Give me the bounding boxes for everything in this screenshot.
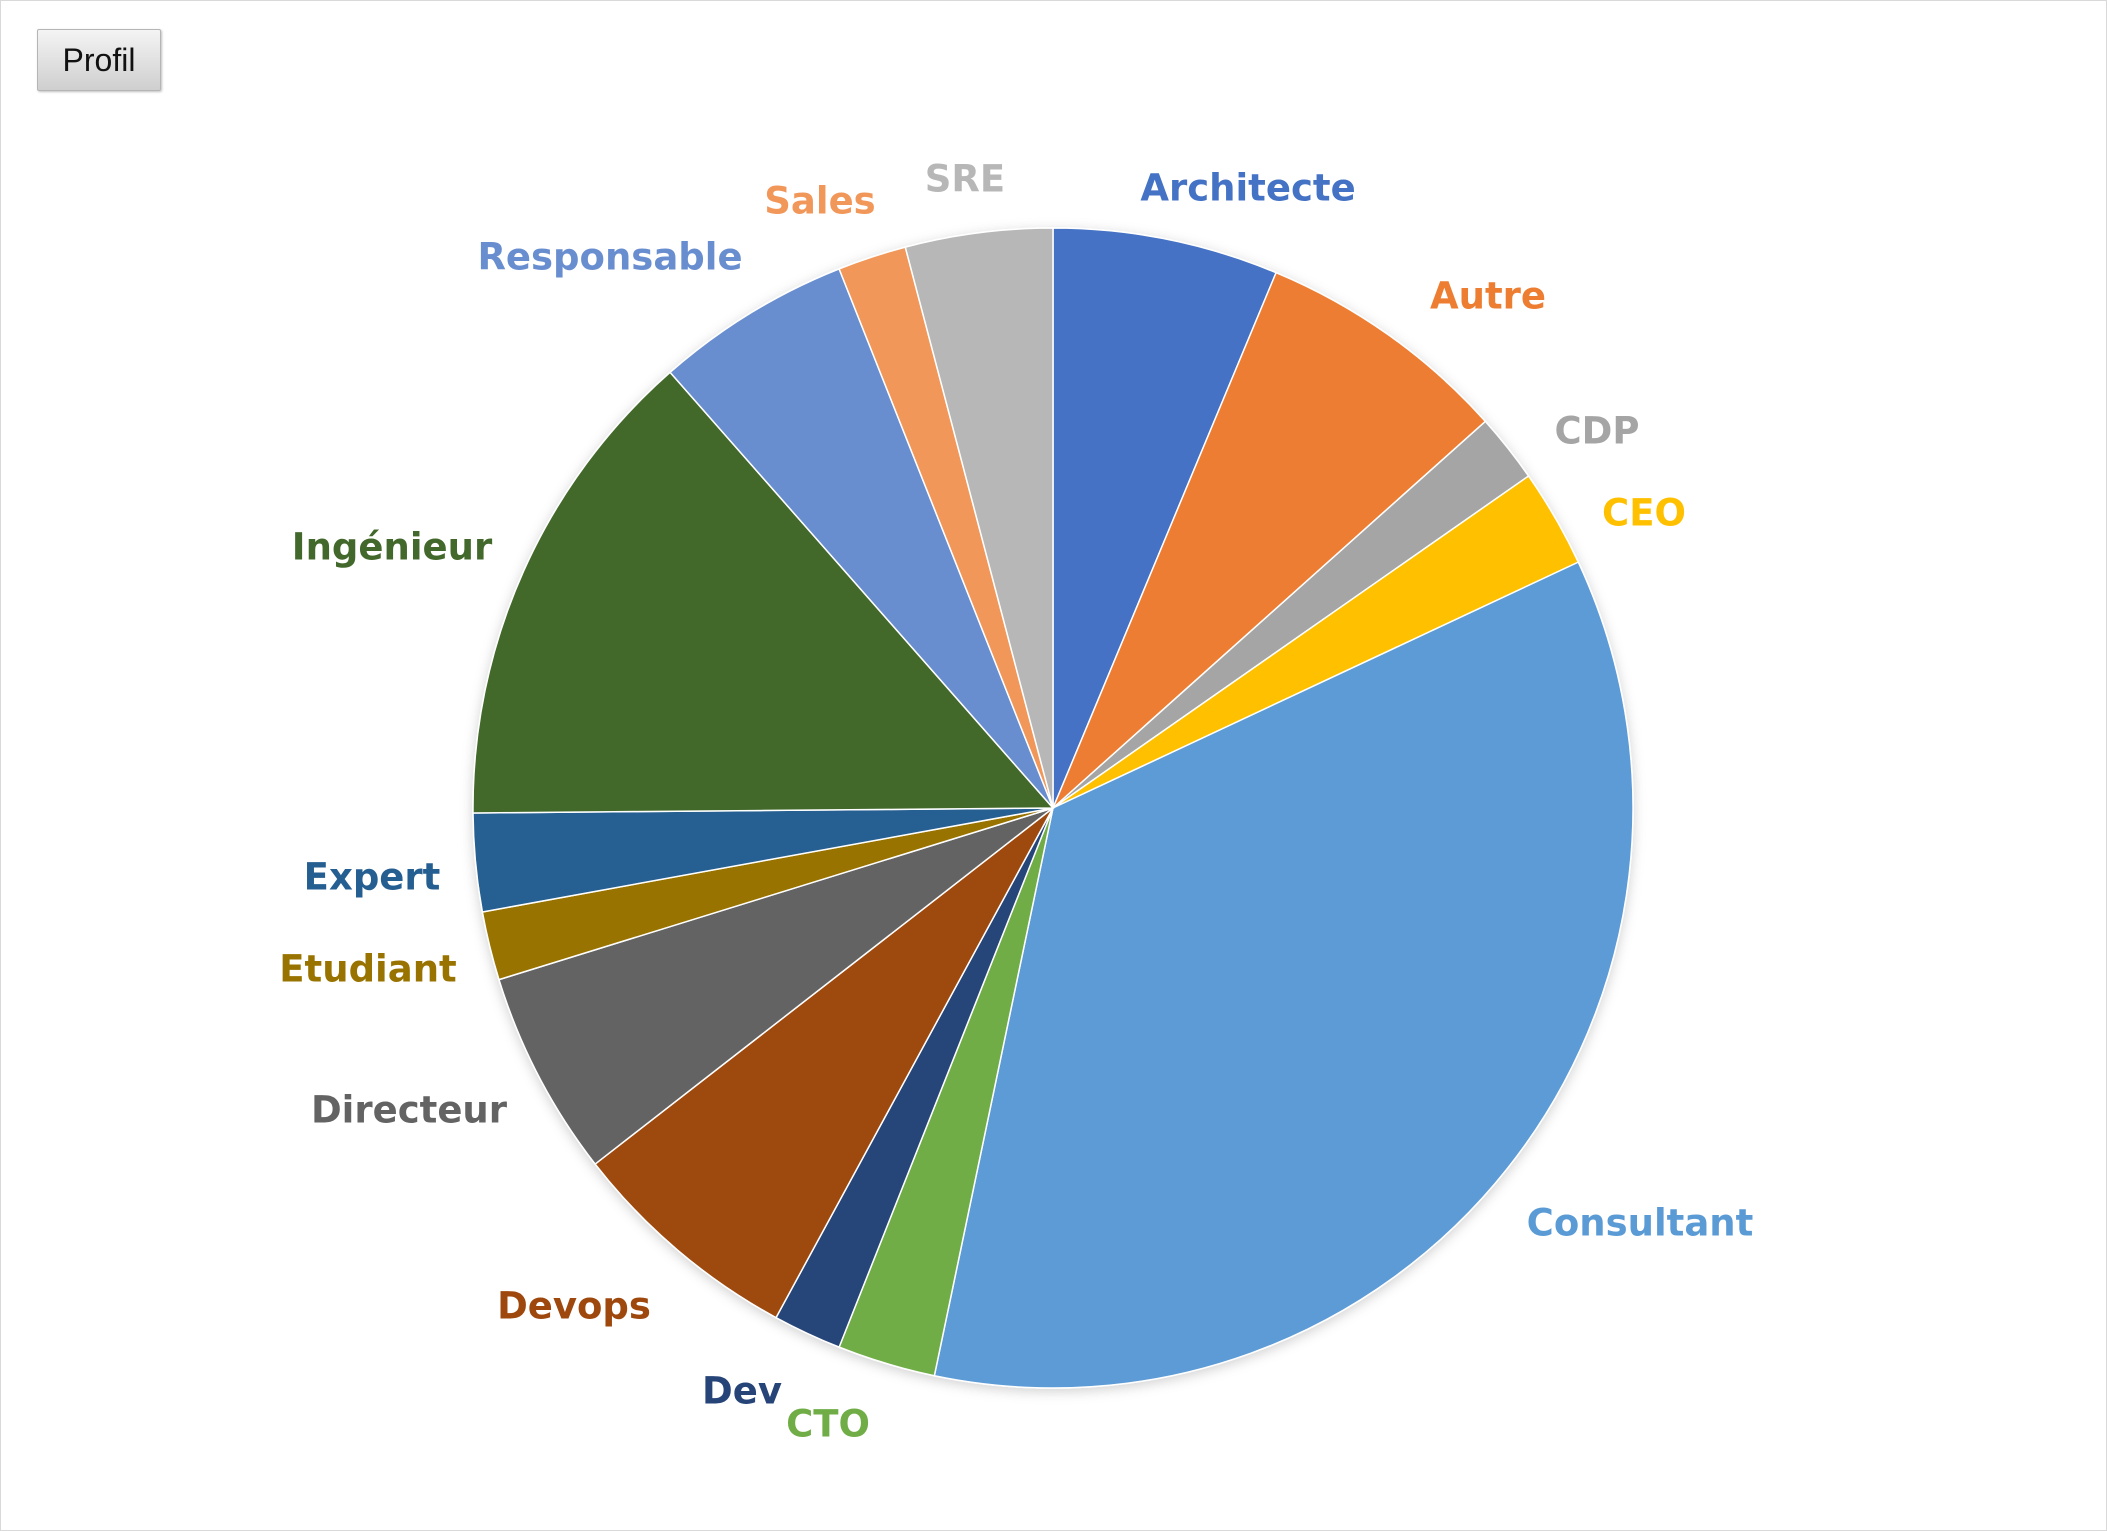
- slice-label-expert: Expert: [304, 856, 441, 899]
- slice-label-etudiant: Etudiant: [279, 948, 456, 991]
- pie-slice-consultant[interactable]: [933, 561, 1634, 1389]
- pie-slice-ingenieur[interactable]: [472, 371, 1055, 814]
- slice-label-autre: Autre: [1430, 275, 1546, 318]
- slice-label-responsable: Responsable: [477, 236, 742, 279]
- pie-slice-sre[interactable]: [904, 227, 1054, 809]
- slice-label-dev: Dev: [702, 1370, 782, 1413]
- profil-filter-button[interactable]: Profil: [37, 29, 161, 91]
- pie-slice-directeur[interactable]: [498, 807, 1054, 1166]
- slice-label-cto: CTO: [786, 1403, 870, 1446]
- slice-label-cdp: CDP: [1555, 410, 1640, 453]
- slice-label-architecte: Architecte: [1140, 167, 1355, 210]
- pie-slice-autre[interactable]: [1052, 271, 1487, 809]
- slice-label-ingenieur: Ingénieur: [292, 526, 493, 569]
- slice-label-sales: Sales: [764, 180, 875, 223]
- pie-slice-architecte[interactable]: [1052, 227, 1278, 809]
- pie-slice-responsable[interactable]: [669, 267, 1054, 809]
- slice-label-devops: Devops: [497, 1285, 651, 1328]
- slice-label-ceo: CEO: [1602, 492, 1686, 535]
- slice-label-consultant: Consultant: [1527, 1202, 1754, 1245]
- slice-label-sre: SRE: [925, 158, 1005, 201]
- slice-label-directeur: Directeur: [311, 1089, 508, 1132]
- pie-slices: [472, 227, 1634, 1389]
- pie-slice-devops[interactable]: [594, 807, 1054, 1319]
